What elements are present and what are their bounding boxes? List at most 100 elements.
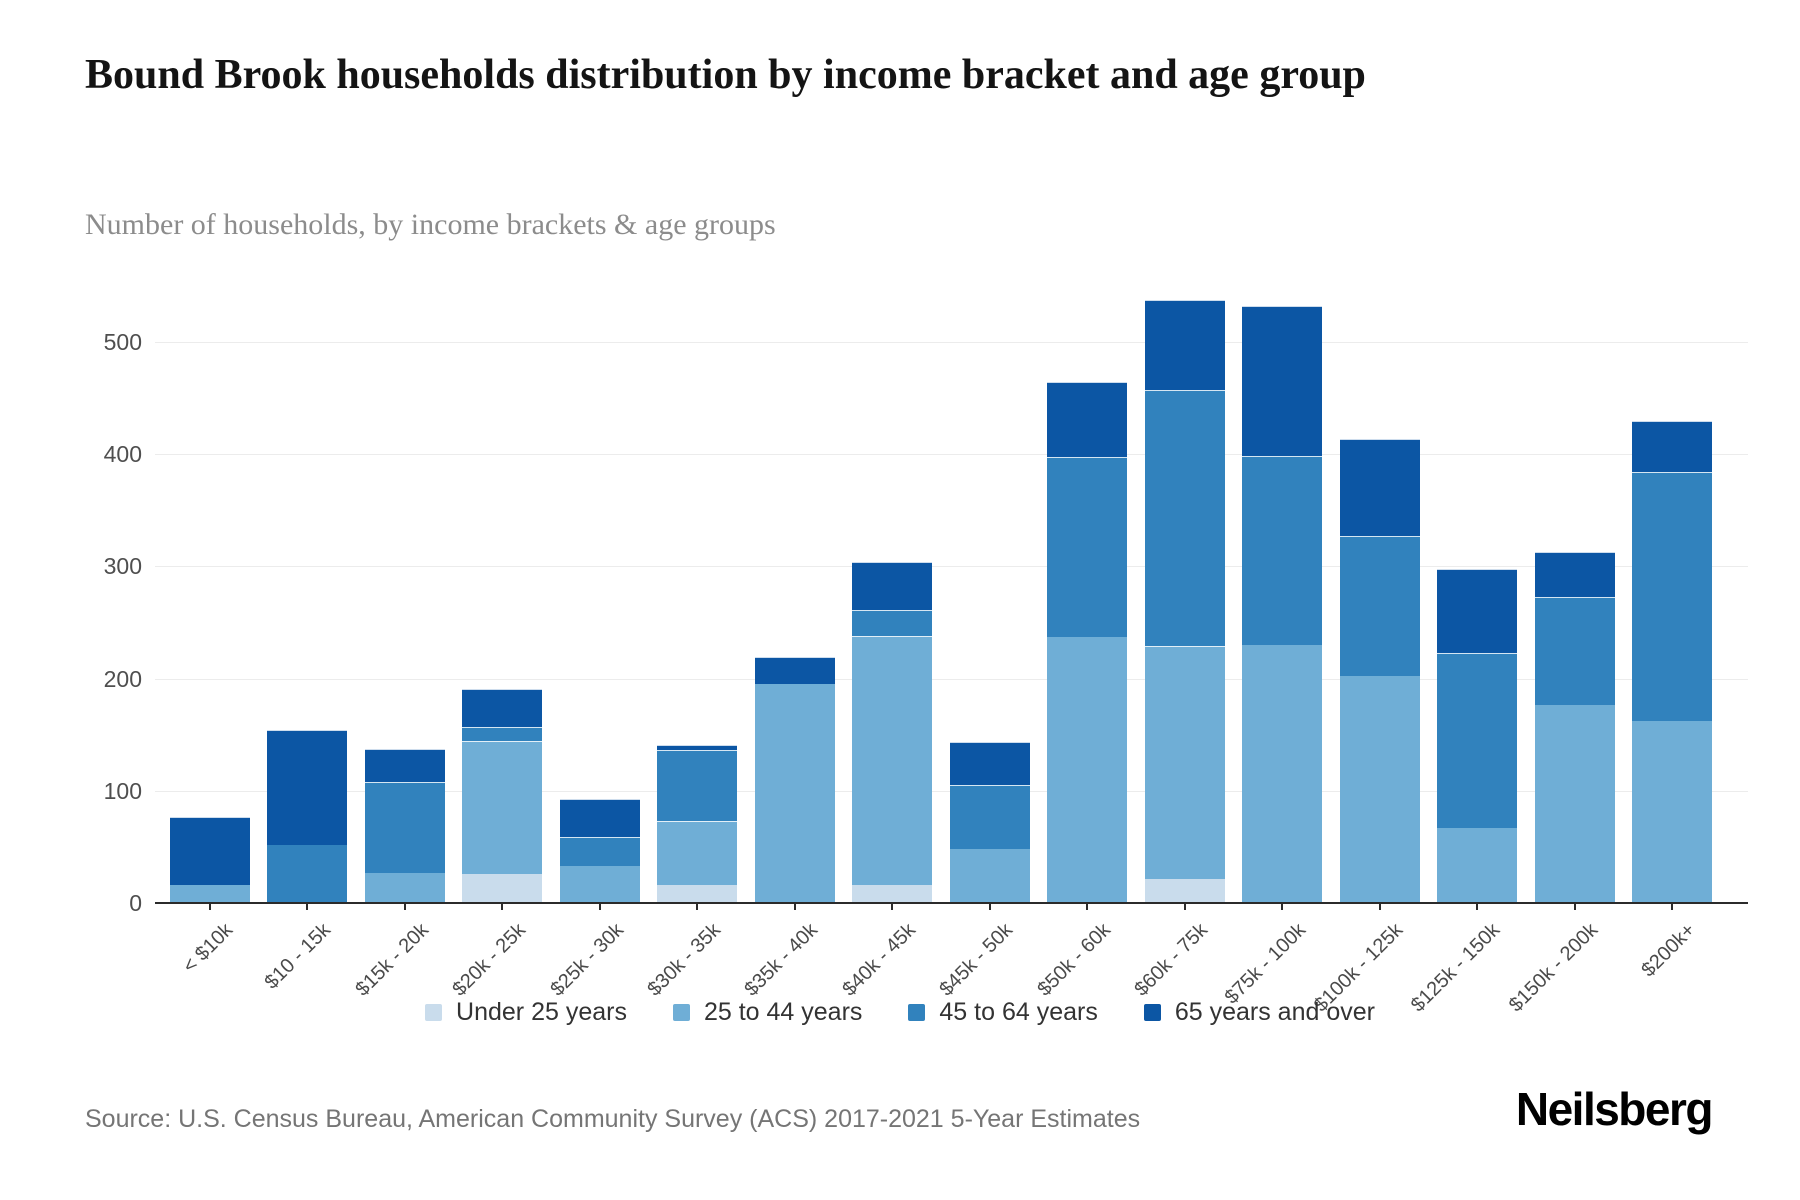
bar-segment-65-years-and-over[interactable] xyxy=(1047,382,1128,458)
x-axis-tick xyxy=(1476,903,1479,910)
bar-column xyxy=(267,0,348,903)
x-axis-tick xyxy=(988,903,991,910)
bar-column xyxy=(1339,0,1420,903)
bar-segment-45-to-64-years[interactable] xyxy=(462,726,543,742)
y-axis-tick-label: 200 xyxy=(103,665,142,692)
bar-segment-under-25-years[interactable] xyxy=(657,885,738,903)
bar-segment-45-to-64-years[interactable] xyxy=(1632,471,1713,722)
bar-segment-45-to-64-years[interactable] xyxy=(1144,390,1225,646)
bar-segment-25-to-44-years[interactable] xyxy=(1047,636,1128,903)
legend-item-45-to-64-years[interactable]: 45 to 64 years xyxy=(908,998,1098,1027)
x-axis-tick xyxy=(1671,903,1674,910)
bar-segment-65-years-and-over[interactable] xyxy=(1242,305,1323,457)
bar-segment-25-to-44-years[interactable] xyxy=(852,635,933,886)
bar-segment-45-to-64-years[interactable] xyxy=(852,610,933,636)
bar-segment-65-years-and-over[interactable] xyxy=(852,561,933,611)
bar-segment-25-to-44-years[interactable] xyxy=(1534,705,1615,903)
bar-segment-45-to-64-years[interactable] xyxy=(1437,652,1518,828)
legend-swatch xyxy=(1143,1004,1161,1021)
bar-column xyxy=(1047,0,1128,903)
legend-item-25-to-44-years[interactable]: 25 to 44 years xyxy=(672,998,862,1027)
bar-column xyxy=(754,0,835,903)
x-axis-tick xyxy=(891,903,894,910)
y-axis-tick-label: 0 xyxy=(129,890,142,916)
bar-column xyxy=(1534,0,1615,903)
bar-segment-25-to-44-years[interactable] xyxy=(1242,644,1323,903)
x-axis-tick xyxy=(598,903,601,910)
bar-column xyxy=(657,0,738,903)
bar-segment-under-25-years[interactable] xyxy=(852,885,933,903)
bar-column xyxy=(1632,0,1713,903)
gridline xyxy=(155,454,1748,456)
x-axis-label: $50k - 60k xyxy=(1033,919,1115,1001)
gridline xyxy=(155,566,1748,568)
legend-item-under-25-years[interactable]: Under 25 years xyxy=(425,998,627,1027)
bar-segment-65-years-and-over[interactable] xyxy=(559,798,640,837)
bar-column xyxy=(1144,0,1225,903)
legend-label: Under 25 years xyxy=(456,998,627,1026)
legend-item-65-years-and-over[interactable]: 65 years and over xyxy=(1143,998,1375,1027)
bar-segment-65-years-and-over[interactable] xyxy=(267,730,348,845)
bar-segment-25-to-44-years[interactable] xyxy=(949,849,1030,903)
bar-segment-25-to-44-years[interactable] xyxy=(657,821,738,886)
page-subtitle: Number of households, by income brackets… xyxy=(85,208,776,241)
bar-column xyxy=(364,0,445,903)
x-axis-label: $20k - 25k xyxy=(448,919,530,1001)
bar-segment-45-to-64-years[interactable] xyxy=(1242,456,1323,645)
bar-segment-65-years-and-over[interactable] xyxy=(170,816,250,886)
x-axis-tick xyxy=(696,903,699,910)
bar-segment-25-to-44-years[interactable] xyxy=(1632,721,1713,903)
bar-column xyxy=(1437,0,1518,903)
bar-segment-45-to-64-years[interactable] xyxy=(1534,596,1615,706)
bar-segment-25-to-44-years[interactable] xyxy=(1437,827,1518,903)
neilsberg-logo[interactable]: Neilsberg xyxy=(1515,1083,1714,1135)
bar-segment-45-to-64-years[interactable] xyxy=(1339,535,1420,677)
bar-segment-25-to-44-years[interactable] xyxy=(1144,645,1225,880)
bar-segment-65-years-and-over[interactable] xyxy=(1437,568,1518,653)
legend-swatch xyxy=(672,1004,690,1021)
x-axis-tick xyxy=(403,903,406,910)
bar-segment-25-to-44-years[interactable] xyxy=(170,885,250,903)
bar-segment-45-to-64-years[interactable] xyxy=(949,785,1030,850)
bar-column xyxy=(852,0,933,903)
x-axis-label: $200k+ xyxy=(1637,919,1700,982)
bar-segment-45-to-64-years[interactable] xyxy=(364,781,445,873)
y-axis-tick-label: 300 xyxy=(103,553,142,580)
bar-column xyxy=(559,0,640,903)
x-axis-label: $40k - 45k xyxy=(838,919,920,1001)
x-axis-tick xyxy=(1086,903,1089,910)
chart-legend: Under 25 years 25 to 44 years 45 to 64 yea… xyxy=(0,998,1800,1027)
x-axis-label: $15k - 20k xyxy=(350,919,433,1001)
bar-segment-45-to-64-years[interactable] xyxy=(559,836,640,866)
bar-segment-65-years-and-over[interactable] xyxy=(364,749,445,782)
x-axis-tick xyxy=(306,903,309,910)
bar-segment-25-to-44-years[interactable] xyxy=(364,872,445,903)
bar-segment-25-to-44-years[interactable] xyxy=(462,741,543,874)
bar-segment-45-to-64-years[interactable] xyxy=(657,750,738,822)
bar-segment-25-to-44-years[interactable] xyxy=(559,865,640,903)
bar-segment-25-to-44-years[interactable] xyxy=(1339,676,1420,903)
bar-segment-65-years-and-over[interactable] xyxy=(657,744,738,751)
bar-segment-25-to-44-years[interactable] xyxy=(754,684,835,903)
bar-segment-45-to-64-years[interactable] xyxy=(1047,457,1128,637)
bar-column xyxy=(170,0,250,903)
bar-segment-65-years-and-over[interactable] xyxy=(949,742,1030,786)
x-axis-tick xyxy=(501,903,504,910)
x-axis-label: $45k - 50k xyxy=(935,919,1018,1001)
bar-segment-65-years-and-over[interactable] xyxy=(1144,300,1225,391)
bar-segment-65-years-and-over[interactable] xyxy=(754,657,835,685)
x-axis-label: $75k - 100k xyxy=(1220,919,1310,1009)
bar-segment-under-25-years[interactable] xyxy=(462,873,543,903)
source-note: Source: U.S. Census Bureau, American Com… xyxy=(85,1105,1141,1133)
bar-segment-65-years-and-over[interactable] xyxy=(1632,421,1713,472)
x-axis-tick xyxy=(209,903,211,910)
bar-segment-45-to-64-years[interactable] xyxy=(267,844,348,903)
bar-segment-under-25-years[interactable] xyxy=(1144,879,1225,903)
bar-segment-65-years-and-over[interactable] xyxy=(1534,551,1615,597)
x-axis-label: $60k - 75k xyxy=(1130,919,1213,1001)
bar-segment-65-years-and-over[interactable] xyxy=(462,688,543,727)
bar-segment-65-years-and-over[interactable] xyxy=(1339,439,1420,536)
legend-swatch xyxy=(425,1004,443,1021)
x-axis-tick xyxy=(1573,903,1576,910)
